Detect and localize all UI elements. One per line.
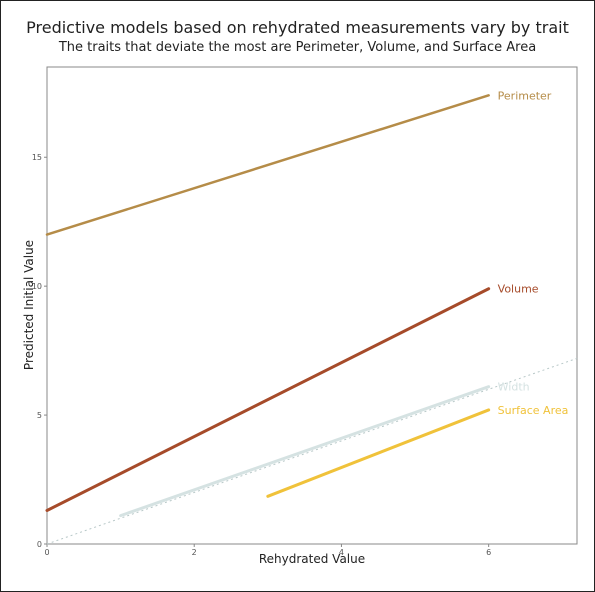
x-tick-label: 4 xyxy=(339,548,344,557)
series-label-width: Width xyxy=(498,381,530,394)
series-line-perimeter xyxy=(45,94,490,236)
x-tick-label: 0 xyxy=(44,548,49,557)
y-tick-label: 5 xyxy=(37,411,42,420)
y-tick-label: 15 xyxy=(32,153,42,162)
reference-line xyxy=(46,357,578,545)
x-tick-label: 2 xyxy=(192,548,197,557)
series-line-width xyxy=(119,385,491,518)
tick-labels: 0 2 4 6 0 5 10 15 xyxy=(32,153,491,557)
y-tick-label: 10 xyxy=(32,282,42,291)
series-lines xyxy=(45,94,578,545)
chart-title: Predictive models based on rehydrated me… xyxy=(26,18,569,37)
y-axis-label: Predicted Initial Value xyxy=(22,240,36,370)
series-label-volume: Volume xyxy=(498,283,539,296)
series-line-surface-area xyxy=(266,408,491,498)
chart-subtitle: The traits that deviate the most are Per… xyxy=(58,40,537,55)
series-label-perimeter: Perimeter xyxy=(498,89,552,102)
series-line-volume xyxy=(45,287,491,512)
plot-border xyxy=(46,66,578,545)
y-tick-label: 0 xyxy=(37,540,42,549)
x-tick-label: 6 xyxy=(486,548,491,557)
series-label-surface-area: Surface Area xyxy=(498,404,569,417)
x-axis-label: Rehydrated Value xyxy=(259,552,365,566)
axes xyxy=(46,66,578,545)
series-labels: Perimeter Volume Width Surface Area xyxy=(498,89,569,417)
